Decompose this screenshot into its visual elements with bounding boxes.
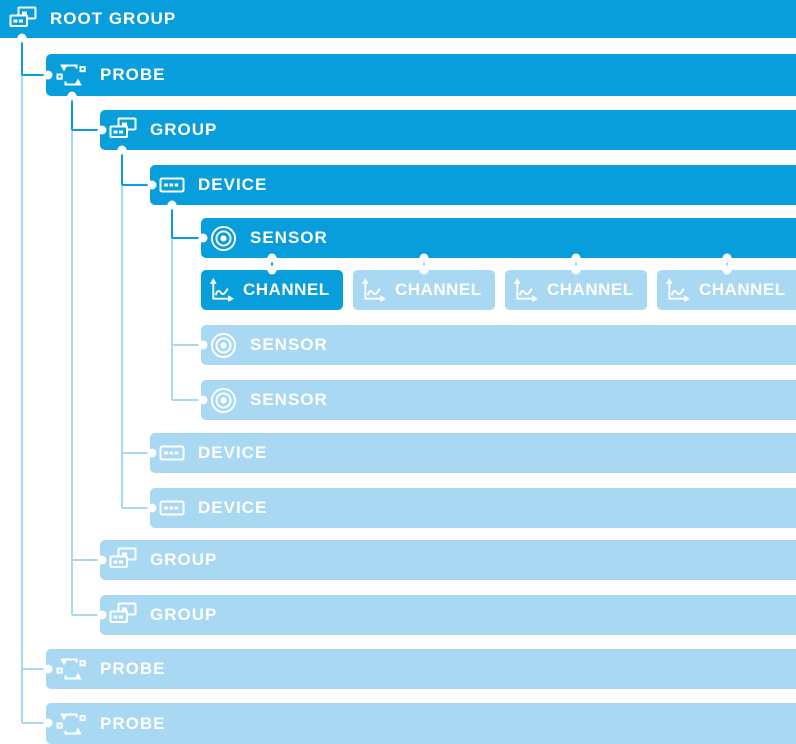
group-icon: [9, 6, 37, 32]
node-label: CHANNEL: [547, 280, 634, 299]
connector-dot: [419, 253, 429, 263]
group-icon: [109, 547, 137, 573]
connector-dot: [267, 265, 277, 275]
connector-branch-probe-3: [22, 722, 50, 724]
connector-dot: [147, 448, 157, 458]
connector-dot: [97, 555, 107, 565]
connector-branch-group-2: [72, 559, 104, 561]
probe-icon: [55, 655, 87, 683]
node-label: SENSOR: [250, 335, 328, 354]
probe-icon: [55, 61, 87, 89]
connector-dot: [571, 253, 581, 263]
connector-device-vertical: [171, 238, 173, 400]
connector-branch-device-2: [122, 452, 154, 454]
node-label: CHANNEL: [243, 280, 330, 299]
connector-dot: [267, 253, 277, 263]
connector-channel-4-stub: [726, 258, 728, 270]
node-device-2: DEVICE: [150, 433, 796, 473]
group-icon: [109, 602, 137, 628]
probe-icon: [55, 710, 87, 738]
connector-branch-device-3: [122, 507, 154, 509]
group-icon: [109, 117, 137, 143]
node-root-group: ROOT GROUP: [0, 0, 796, 38]
node-group-2: GROUP: [100, 540, 796, 580]
connector-dot: [147, 180, 157, 190]
node-sensor-1: SENSOR: [201, 218, 796, 258]
connector-dot: [97, 610, 107, 620]
node-label: DEVICE: [198, 443, 268, 462]
sensor-icon: [210, 225, 237, 252]
node-label: SENSOR: [250, 228, 328, 247]
device-icon: [159, 500, 185, 516]
connector-branch-sensor-3: [172, 399, 205, 401]
connector-group-vertical-highlight: [121, 150, 123, 185]
device-icon: [159, 445, 185, 461]
connector-dot: [17, 33, 27, 43]
node-probe-1: PROBE: [46, 54, 796, 96]
connector-dot: [97, 125, 107, 135]
connector-root-vertical-highlight: [21, 38, 23, 75]
connector-group-vertical: [121, 185, 123, 508]
node-sensor-2: SENSOR: [201, 325, 796, 365]
node-channel-2: CHANNEL: [353, 270, 495, 310]
connector-dot: [43, 718, 53, 728]
sensor-icon: [210, 332, 237, 359]
node-channel-4: CHANNEL: [657, 270, 796, 310]
connector-dot: [419, 265, 429, 275]
connector-probe-vertical: [71, 130, 73, 615]
node-device-1: DEVICE: [150, 165, 796, 205]
node-label: PROBE: [100, 65, 166, 84]
node-label: CHANNEL: [395, 280, 482, 299]
node-label: CHANNEL: [699, 280, 786, 299]
node-group-1: GROUP: [100, 110, 796, 150]
connector-dot: [67, 91, 77, 101]
node-group-3: GROUP: [100, 595, 796, 635]
node-label: PROBE: [100, 659, 166, 678]
node-label: ROOT GROUP: [50, 9, 177, 28]
connector-dot: [722, 265, 732, 275]
connector-dot: [198, 395, 208, 405]
connector-branch-group-1: [72, 129, 104, 131]
channel-icon: [361, 278, 386, 303]
node-label: DEVICE: [198, 175, 268, 194]
connector-branch-probe-2: [22, 668, 50, 670]
connector-channel-2-stub: [423, 258, 425, 270]
node-device-3: DEVICE: [150, 488, 796, 528]
channel-icon: [513, 278, 538, 303]
sensor-icon: [210, 387, 237, 414]
channel-icon: [209, 278, 234, 303]
connector-dot: [43, 70, 53, 80]
connector-dot: [43, 664, 53, 674]
connector-branch-sensor-1: [172, 237, 205, 239]
node-channel-1: CHANNEL: [201, 270, 343, 310]
connector-device-vertical-highlight: [171, 205, 173, 238]
connector-root-vertical: [21, 75, 23, 723]
connector-channel-1-stub: [271, 258, 273, 270]
node-label: PROBE: [100, 713, 166, 733]
connector-branch-sensor-2: [172, 344, 205, 346]
node-label: SENSOR: [250, 390, 328, 409]
connector-dot: [167, 200, 177, 210]
node-sensor-3: SENSOR: [201, 380, 796, 420]
connector-branch-group-3: [72, 614, 104, 616]
node-label: DEVICE: [198, 498, 268, 517]
node-probe-3: PROBE: [46, 703, 796, 744]
connector-dot: [722, 253, 732, 263]
connector-branch-probe-1: [22, 74, 50, 76]
connector-dot: [147, 503, 157, 513]
node-label: GROUP: [150, 550, 218, 569]
connector-dot: [198, 233, 208, 243]
node-label: GROUP: [150, 605, 218, 624]
connector-dot: [117, 145, 127, 155]
connector-dot: [198, 340, 208, 350]
channel-icon: [665, 278, 690, 303]
connector-dot: [571, 265, 581, 275]
connector-probe-vertical-highlight: [71, 96, 73, 130]
node-probe-2: PROBE: [46, 649, 796, 689]
node-channel-3: CHANNEL: [505, 270, 647, 310]
device-icon: [159, 177, 185, 193]
connector-channel-3-stub: [575, 258, 577, 270]
node-label: GROUP: [150, 120, 218, 139]
connector-branch-device-1: [122, 184, 154, 186]
